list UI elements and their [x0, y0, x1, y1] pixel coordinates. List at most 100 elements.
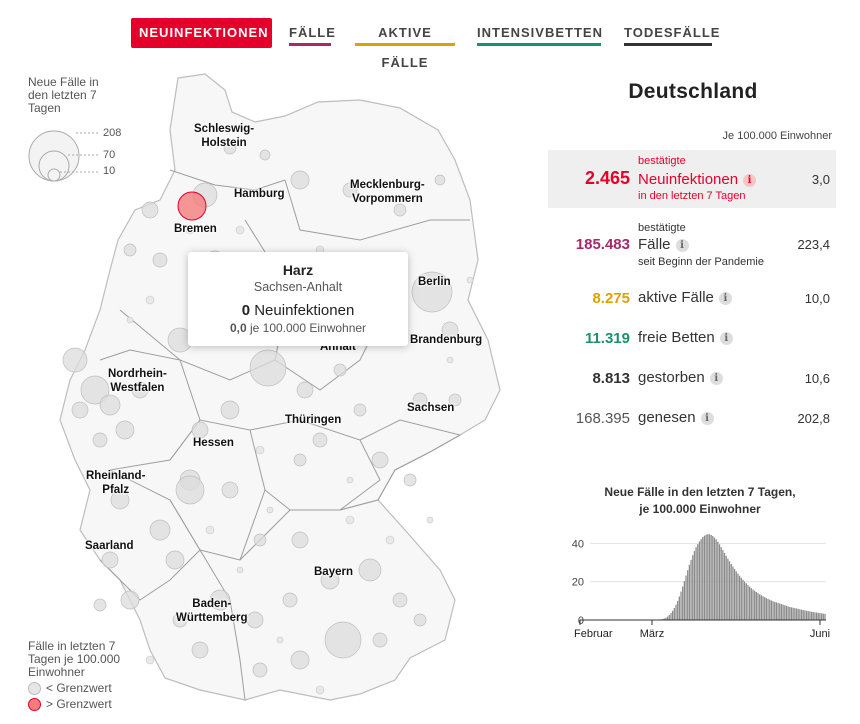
state-label-schleswig-holstein: Schleswig- Holstein [194, 122, 254, 150]
state-label-hessen: Hessen [193, 437, 234, 449]
chart-bar [720, 547, 722, 620]
chart-bar [797, 608, 799, 620]
info-icon[interactable]: i [743, 174, 757, 187]
stat-row-freie-betten[interactable]: 11.319 freie Betten i [548, 328, 836, 350]
chart-bar [703, 535, 706, 620]
tooltip-value-line: 0 Neuinfektionen [188, 302, 408, 319]
tab-todesfaelle[interactable]: TODESFÄLLE [624, 18, 719, 48]
chart-bar [760, 595, 762, 620]
chart-bar [807, 611, 809, 620]
info-icon[interactable]: i [675, 239, 689, 252]
chart-bar [799, 609, 801, 620]
chart-bar [687, 570, 689, 620]
tooltip-rate-label: je 100.000 Einwohner [249, 321, 367, 335]
chart-bar [779, 603, 781, 620]
stat-label-line: genesen i [638, 409, 714, 426]
chart-bar [747, 585, 749, 620]
chart-bar [820, 613, 823, 620]
stat-row-gestorben[interactable]: 8.813 gestorben i 10,6 [548, 368, 836, 390]
germany-map[interactable]: Schleswig- Holstein Hamburg Mecklenburg- V… [0, 60, 540, 724]
stat-label-line: Neuinfektionen i [638, 171, 757, 188]
chart-bar [775, 602, 778, 620]
chart-bar [770, 600, 773, 620]
chart-bar [800, 609, 803, 620]
panel-title: Deutschland [628, 80, 758, 103]
district-circles [62, 141, 462, 678]
tab-faelle[interactable]: FÄLLE [289, 18, 335, 48]
tooltip-value: 0 [241, 302, 251, 319]
stat-label: freie Betten [638, 329, 715, 346]
chart-bar [812, 611, 814, 620]
chart-bar [737, 573, 739, 620]
tab-aktive-faelle[interactable]: AKTIVE FÄLLE [355, 18, 455, 70]
state-label-rheinland-pfalz: Rheinland- Pfalz [86, 469, 145, 497]
tooltip-title: Harz [282, 262, 314, 278]
info-icon[interactable]: i [700, 412, 714, 425]
stat-rate: 202,8 [797, 411, 830, 426]
stat-row-neuinfektionen[interactable]: 2.465 bestätigte Neuinfektionen i in den … [548, 150, 836, 208]
gray-dot-icon [28, 682, 41, 695]
stat-row-genesen[interactable]: 168.395 genesen i 202,8 [548, 408, 836, 430]
chart-bar [688, 564, 691, 620]
district-tooltip: Harz Sachsen-Anhalt 0 Neuinfektionen 0,0… [188, 252, 408, 346]
size-legend-title-line: Tagen [28, 101, 61, 115]
stat-value: 11.319 [584, 330, 630, 347]
stat-label: gestorben [638, 369, 705, 386]
size-legend-value: 70 [103, 149, 116, 161]
chart-bar [752, 589, 754, 620]
tab-underline [289, 43, 331, 46]
tab-neuinfektionen[interactable]: NEUINFEKTIONEN [131, 18, 272, 48]
chart-bar [802, 610, 804, 620]
stat-label-line: aktive Fälle i [638, 289, 732, 306]
state-label-line: Nordrhein- [108, 368, 167, 380]
size-legend-title: Neue Fälle in den letzten 7 Tagen [28, 76, 158, 115]
chart-title-line: je 100.000 Einwohner [639, 502, 761, 516]
state-label-line: Vorpommern [352, 193, 423, 205]
stat-row-faelle[interactable]: 185.483 bestätigte Fälle i seit Beginn de… [548, 220, 836, 270]
stat-value: 8.813 [592, 370, 630, 387]
info-icon[interactable]: i [718, 292, 732, 305]
color-legend-title-line: Einwohner [28, 665, 85, 679]
tooltip-rate: 0,0 [229, 321, 247, 335]
legend-below-threshold: < Grenzwert [28, 682, 168, 695]
chart-bar [677, 600, 679, 620]
chart-bar [774, 601, 776, 620]
stat-rate: 223,4 [797, 237, 830, 252]
chart-bar [733, 569, 736, 620]
tooltip-value-label: Neuinfektionen [254, 302, 355, 319]
chart-bar [742, 579, 744, 620]
chart-bar [732, 566, 734, 620]
state-label-berlin: Berlin [418, 276, 451, 288]
red-dot-icon [28, 698, 41, 711]
chart-bar [692, 555, 694, 620]
chart-bar [700, 539, 702, 620]
chart-bar [745, 583, 747, 620]
chart-bar [708, 534, 711, 620]
chart-bar [795, 608, 798, 620]
chart-bar [727, 558, 729, 620]
chart-bar [740, 577, 742, 620]
tab-intensivbetten[interactable]: INTENSIVBETTEN [477, 18, 602, 48]
chart-bar [663, 618, 665, 620]
info-icon[interactable]: i [709, 372, 723, 385]
chart-bar [769, 599, 771, 620]
chart-bar [757, 593, 759, 620]
info-icon[interactable]: i [719, 332, 733, 345]
color-legend-title: Fälle in letzten 7 Tagen je 100.000 Einwoh… [28, 640, 168, 679]
chart-bar [713, 537, 716, 620]
state-label-brandenburg: Brandenburg [410, 334, 483, 346]
chart-bar [814, 612, 816, 620]
state-label-mecklenburg-vorpommern: Mecklenburg- Vorpommern [350, 178, 425, 206]
chart-bar [784, 605, 786, 620]
tab-label: AKTIVE FÄLLE [378, 25, 432, 70]
chart-bar [805, 610, 808, 620]
stat-row-aktive-faelle[interactable]: 8.275 aktive Fälle i 10,0 [548, 288, 836, 310]
color-legend: Fälle in letzten 7 Tagen je 100.000 Einwoh… [28, 640, 168, 711]
chart-bar [824, 613, 826, 620]
border-sh [169, 169, 286, 191]
stat-value: 8.275 [592, 290, 630, 307]
chart-bar [765, 598, 768, 620]
chart-bar [767, 598, 769, 620]
chart-bar [804, 610, 806, 620]
size-legend-title-line: Neue Fälle in [28, 75, 99, 89]
